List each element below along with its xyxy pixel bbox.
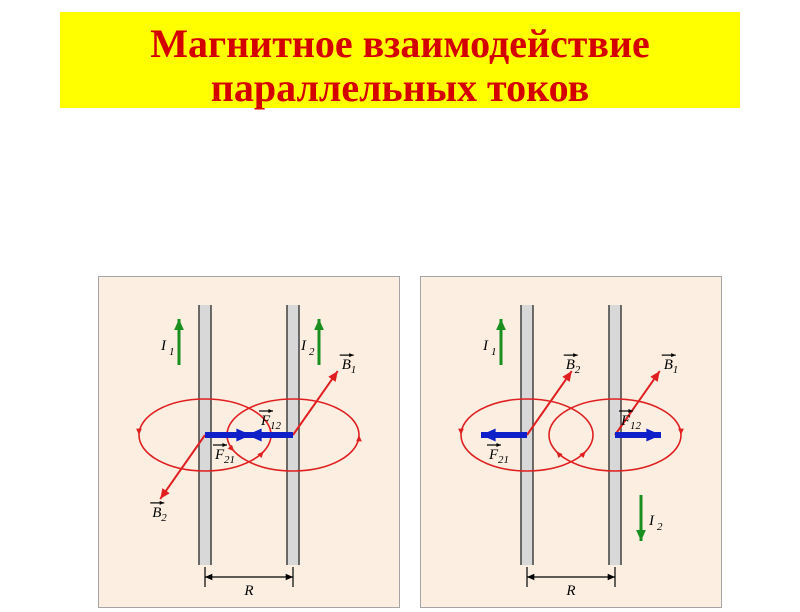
svg-text:12: 12 [270,420,282,432]
svg-text:2: 2 [575,364,581,376]
svg-text:R: R [243,583,253,599]
slide-title: Магнитное взаимодействие параллельных то… [60,12,740,108]
svg-text:1: 1 [673,364,679,376]
svg-text:I: I [160,338,167,354]
svg-text:21: 21 [498,454,509,466]
svg-text:I: I [300,338,307,354]
svg-text:B: B [664,357,673,373]
svg-text:I: I [482,338,489,354]
svg-text:1: 1 [351,364,357,376]
svg-text:B: B [342,357,351,373]
svg-text:B: B [152,505,161,521]
svg-text:I: I [648,513,655,529]
svg-text:R: R [565,583,575,599]
title-text: Магнитное взаимодействие параллельных то… [150,21,650,110]
svg-text:2: 2 [657,521,663,533]
svg-text:12: 12 [630,420,642,432]
svg-text:2: 2 [309,346,315,358]
svg-text:1: 1 [491,346,497,358]
panel-parallel-currents: I1I2B1B2F21F12R [98,276,400,608]
svg-text:1: 1 [169,346,175,358]
panel-antiparallel-currents: I1I2B1B2F21F12R [420,276,722,608]
svg-text:2: 2 [161,512,167,524]
svg-text:B: B [566,357,575,373]
svg-text:21: 21 [224,454,235,466]
